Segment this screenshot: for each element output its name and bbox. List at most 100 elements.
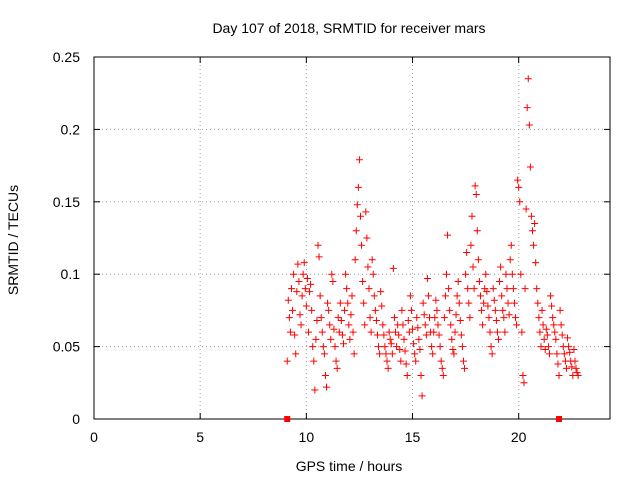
data-point: [497, 263, 505, 271]
data-point: [534, 299, 542, 307]
data-point: [419, 299, 427, 307]
data-point: [521, 285, 529, 293]
data-point: [345, 321, 353, 329]
data-point: [284, 296, 292, 304]
data-point: [566, 348, 574, 356]
data-point: [356, 212, 364, 220]
data-point: [307, 280, 315, 288]
data-point: [370, 292, 378, 300]
plot-frame: [93, 56, 611, 420]
data-point: [543, 331, 551, 339]
data-point: [321, 372, 329, 380]
data-point: [515, 183, 523, 191]
data-point: [323, 383, 331, 391]
data-points: [283, 75, 582, 400]
data-point: [286, 328, 294, 336]
data-point: [447, 321, 455, 329]
data-point: [290, 270, 298, 278]
data-point: [365, 285, 373, 293]
x-tick-label: 10: [299, 429, 315, 445]
data-point: [480, 299, 488, 307]
data-point: [317, 314, 325, 322]
data-point: [303, 275, 311, 283]
data-point: [539, 321, 547, 329]
data-point: [369, 270, 377, 278]
data-point: [438, 364, 446, 372]
data-point: [381, 343, 389, 351]
data-point: [489, 285, 497, 293]
data-point: [431, 314, 439, 322]
data-point: [462, 270, 470, 278]
data-point: [359, 277, 367, 285]
data-point: [483, 288, 491, 296]
data-point: [340, 340, 348, 348]
data-point: [423, 275, 431, 283]
data-point: [437, 357, 445, 365]
data-point: [528, 227, 536, 235]
data-point: [324, 299, 332, 307]
data-point: [544, 343, 552, 351]
data-point: [343, 285, 351, 293]
data-point: [318, 328, 326, 336]
data-point: [488, 350, 496, 358]
data-point: [432, 296, 440, 304]
data-point: [446, 306, 454, 314]
data-point: [531, 220, 539, 228]
data-point: [319, 343, 327, 351]
data-point: [461, 364, 469, 372]
data-point: [299, 270, 307, 278]
data-point: [434, 321, 442, 329]
data-point: [463, 248, 471, 256]
data-point: [342, 270, 350, 278]
data-point: [344, 299, 352, 307]
data-point: [519, 372, 527, 380]
data-point: [554, 360, 562, 368]
data-point: [453, 292, 461, 300]
data-point: [410, 340, 418, 348]
data-point: [537, 343, 545, 351]
data-point: [448, 335, 456, 343]
data-point: [493, 328, 501, 336]
data-point: [368, 256, 376, 264]
x-tick-label: 5: [196, 429, 204, 445]
data-point: [457, 331, 465, 339]
data-point: [491, 306, 499, 314]
data-point: [527, 212, 535, 220]
data-point: [358, 241, 366, 249]
data-point: [522, 205, 530, 213]
data-point: [406, 292, 414, 300]
data-point: [444, 231, 452, 239]
data-point: [308, 306, 316, 314]
data-point: [452, 311, 460, 319]
data-point: [401, 347, 409, 355]
data-point: [476, 292, 484, 300]
data-point: [465, 299, 473, 307]
data-point: [383, 357, 391, 365]
x-tick-label: 15: [405, 429, 421, 445]
data-point: [373, 331, 381, 339]
x-tick-label: 0: [90, 429, 98, 445]
data-point: [509, 285, 517, 293]
data-point: [396, 345, 404, 353]
y-axis-label: SRMTID / TECUs: [5, 185, 21, 295]
data-point: [378, 302, 386, 310]
data-point: [565, 343, 573, 351]
data-point: [422, 331, 430, 339]
data-point: [486, 328, 494, 336]
data-point: [326, 321, 334, 329]
data-point: [504, 299, 512, 307]
data-point: [428, 343, 436, 351]
data-point: [520, 379, 528, 387]
data-point: [498, 292, 506, 300]
data-point: [355, 156, 363, 164]
data-point: [390, 314, 398, 322]
data-point: [297, 321, 305, 329]
data-point: [397, 357, 405, 365]
data-point: [328, 270, 336, 278]
data-point: [472, 191, 480, 199]
data-point: [333, 364, 341, 372]
data-point: [475, 277, 483, 285]
data-point: [418, 392, 426, 400]
data-point: [413, 314, 421, 322]
